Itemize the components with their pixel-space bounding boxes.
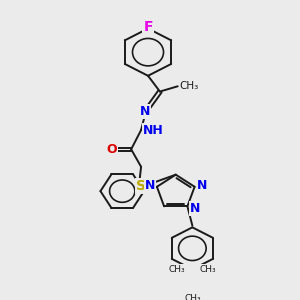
Text: N: N [145,179,155,192]
Text: N: N [197,179,208,192]
Text: CH₃: CH₃ [184,294,201,300]
Text: F: F [143,20,153,34]
Text: N: N [190,202,200,214]
Text: S: S [136,179,146,193]
Text: CH₃: CH₃ [180,81,199,91]
Text: NH: NH [143,124,164,137]
Text: O: O [106,143,117,156]
Text: CH₃: CH₃ [169,265,185,274]
Text: CH₃: CH₃ [199,265,216,274]
Text: N: N [140,105,150,118]
